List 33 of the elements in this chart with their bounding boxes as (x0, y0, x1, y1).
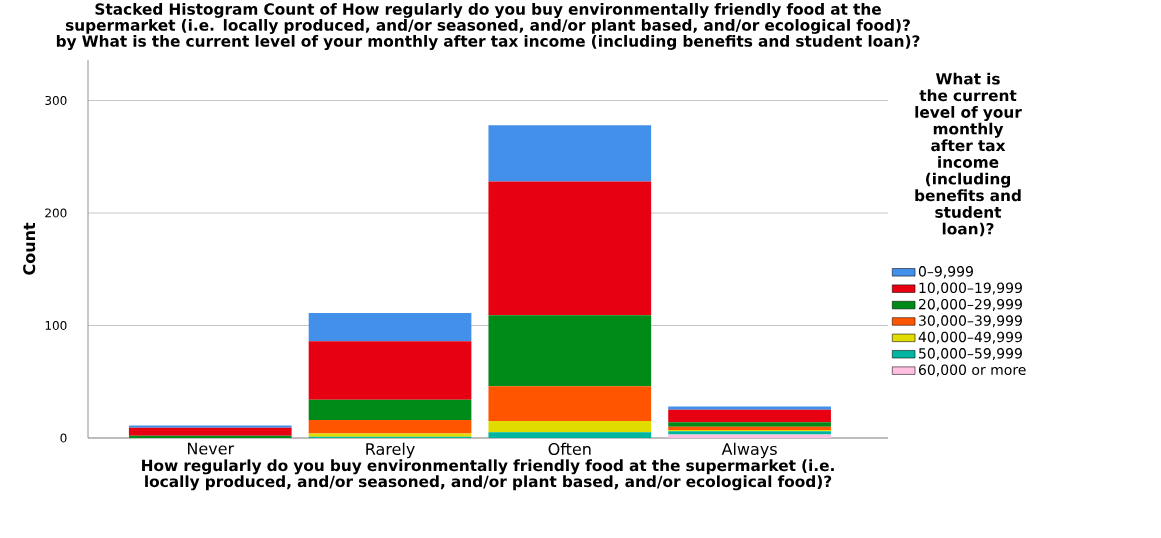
legend-label: 20,000–29,999 (918, 298, 1022, 311)
x-axis-title: How regularly do you buy environmentally friendly food at the supermarket (i.e. locally produced, and/or seasoned, and/or plant based, and/or ecological food)? (142, 459, 834, 491)
bar (668, 409, 831, 423)
bar (488, 386, 652, 422)
y-tick-label: 0 (60, 433, 67, 443)
legend-label: 50,000–59,999 (919, 348, 1022, 361)
bar (308, 419, 472, 434)
bar (668, 422, 831, 427)
bar (128, 427, 292, 436)
x-tick-label: Rarely (366, 442, 415, 459)
legend-label: 10,000–19,999 (919, 282, 1022, 295)
y-tick-label: 100 (45, 320, 67, 331)
bar (308, 399, 472, 420)
bar (488, 421, 652, 433)
x-tick-label: Always (721, 442, 777, 459)
x-tick-label: Never (187, 442, 235, 455)
bar (308, 341, 472, 400)
bar (488, 432, 652, 438)
legend-label: 0–9,999 (918, 266, 973, 279)
y-tick-label: 200 (45, 208, 67, 218)
bar (488, 125, 652, 182)
y-axis-title: Count (23, 222, 36, 275)
y-tick-label: 300 (45, 95, 67, 106)
legend-label: 60,000 or more (918, 364, 1026, 377)
legend-label: 30,000–39,999 (919, 315, 1022, 328)
bar (308, 313, 472, 342)
legend-label: 40,000–49,999 (918, 331, 1022, 344)
chart-title: Stacked Histogram Count of How regularly do you buy environmentally friendly food at the supermarket (i.e. locally produced, and/or seasoned, and/or plant based, and/or ecological food)? by What is the current level of your monthly after tax income (including benefits and student loan)? (56, 2, 920, 50)
text: What is the current level of your monthly after tax income (including benefits and student loan)? (915, 72, 1022, 237)
bar (488, 315, 652, 387)
bar (668, 406, 831, 410)
bar (488, 181, 652, 316)
x-tick-label: Often (548, 442, 591, 456)
